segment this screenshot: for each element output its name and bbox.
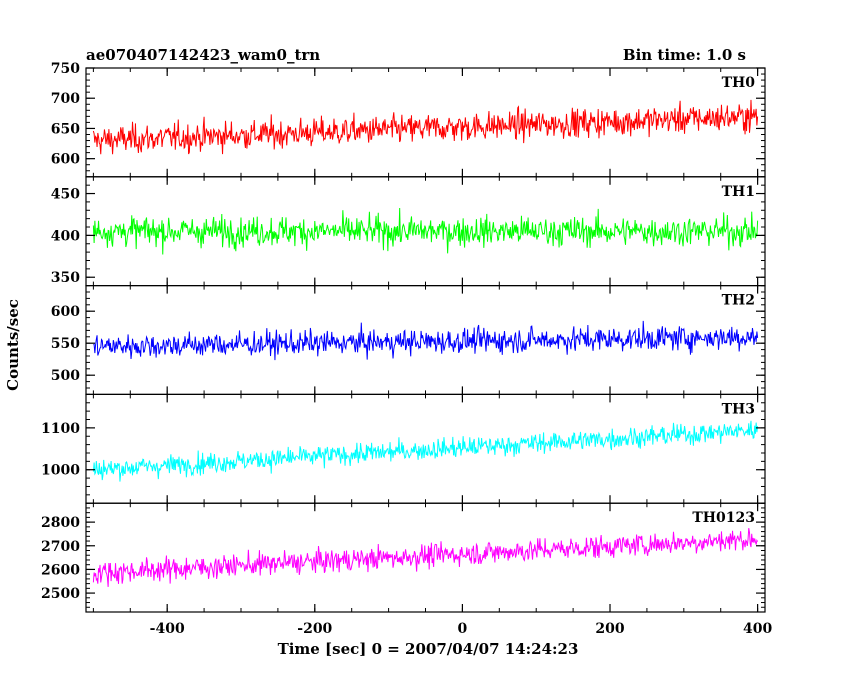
y-tick-label: 2700: [41, 539, 80, 555]
y-tick-label: 2500: [41, 586, 80, 602]
series-line-th3: [92, 420, 759, 482]
panels-group: 600 650 700 750 TH0 350 400 450 TH1 500 550 600 TH2 1…: [41, 61, 766, 613]
y-tick-label: 1000: [41, 463, 80, 479]
panel-label-th3: TH3: [722, 401, 755, 417]
y-tick-label: 500: [51, 368, 80, 384]
y-tick-label: 1100: [41, 421, 80, 437]
y-tick-label: 750: [51, 61, 80, 77]
y-tick-label: 600: [51, 152, 80, 168]
y-tick-label: 2600: [41, 562, 80, 578]
panel-th0: 600 650 700 750 TH0: [51, 61, 766, 178]
x-axis: -400 -200 0 200 400: [150, 621, 773, 637]
y-tick-label: 350: [51, 270, 80, 286]
panel-th0123: 2500 2600 2700 2800 TH0123: [41, 502, 766, 613]
y-tick-label: 550: [51, 336, 80, 352]
panel-label-th0: TH0: [722, 75, 756, 91]
y-axis-label: Counts/sec: [4, 299, 22, 391]
panel-label-th1: TH1: [722, 184, 755, 200]
x-tick-label: 400: [743, 621, 772, 637]
y-tick-label: 650: [51, 121, 80, 137]
figure-title: ae070407142423_wam0_trn: [86, 46, 320, 64]
y-tick-label: 700: [51, 91, 80, 107]
x-tick-label: 0: [458, 621, 468, 637]
panel-th3: 1000 1100 TH3: [41, 393, 766, 504]
panel-label-th2: TH2: [722, 293, 755, 309]
y-tick-label: 400: [51, 228, 80, 244]
series-line-th1: [92, 208, 759, 255]
x-tick-label: -200: [297, 621, 332, 637]
panel-th2: 500 550 600 TH2: [51, 285, 766, 396]
y-tick-label: 450: [51, 187, 80, 203]
x-tick-label: -400: [150, 621, 185, 637]
panel-label-th0123: TH0123: [692, 510, 755, 526]
y-tick-label: 2800: [41, 515, 80, 531]
y-tick-label: 600: [51, 304, 80, 320]
series-line-th0123: [92, 528, 759, 587]
bin-time-label: Bin time: 1.0 s: [623, 46, 746, 64]
panel-th1: 350 400 450 TH1: [51, 176, 766, 286]
series-line-th0: [92, 99, 759, 155]
x-tick-label: 200: [595, 621, 624, 637]
x-axis-label: Time [sec] 0 = 2007/04/07 14:24:23: [278, 640, 579, 658]
series-line-th2: [93, 320, 759, 361]
